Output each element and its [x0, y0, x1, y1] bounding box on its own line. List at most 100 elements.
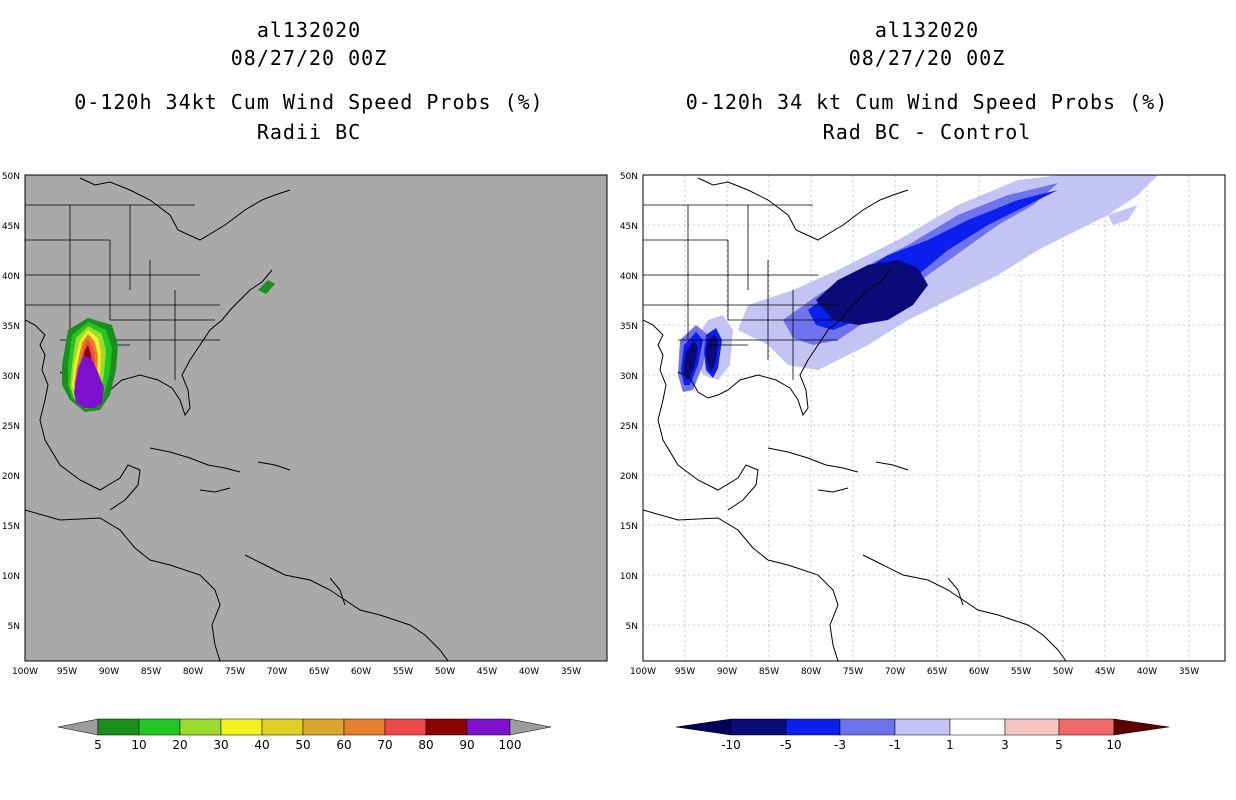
colorbar-label: 100 [499, 738, 522, 752]
right-lat-labels: 50N 45N 40N 35N 30N 25N 20N 15N 10N 5N [620, 172, 638, 632]
lon-label: 90W [717, 667, 737, 677]
lat-label: 35N [2, 322, 20, 332]
lon-label: 100W [12, 667, 38, 677]
colorbar-label: 30 [213, 738, 228, 752]
left-storm-id: al132020 [256, 18, 362, 42]
lat-label: 50N [620, 172, 638, 182]
lon-label: 40W [519, 667, 539, 677]
lon-label: 50W [1053, 667, 1073, 677]
colorbar-label: 60 [336, 738, 351, 752]
lat-label: 10N [2, 572, 20, 582]
colorbar-label: 40 [254, 738, 269, 752]
right-colorbar [675, 718, 1170, 736]
right-colorbar-swatch [730, 718, 787, 736]
lon-label: 45W [1095, 667, 1115, 677]
lat-label: 30N [2, 372, 20, 382]
lat-label: 45N [2, 222, 20, 232]
colorbar-label: 5 [1055, 738, 1063, 752]
right-colorbar-labels: -10 -5 -3 -1 1 3 5 10 [721, 738, 1121, 752]
right-title: 0-120h 34 kt Cum Wind Speed Probs (%) [685, 90, 1169, 114]
left-colorbar-swatch [343, 718, 386, 736]
left-colorbar-swatch [466, 718, 511, 736]
lon-label: 95W [675, 667, 695, 677]
left-colorbar-swatch [97, 718, 140, 736]
lon-label: 35W [1179, 667, 1199, 677]
colorbar-label: 10 [131, 738, 146, 752]
right-panel: al132020 08/27/20 00Z 0-120h 34 kt Cum W… [618, 0, 1236, 800]
right-subtitle: Rad BC - Control [822, 120, 1032, 144]
lon-label: 70W [885, 667, 905, 677]
lon-label: 85W [759, 667, 779, 677]
left-colorbar-swatch [138, 718, 181, 736]
right-coastlines [643, 177, 1067, 661]
left-colorbar-high-end [509, 718, 552, 736]
lon-label: 75W [843, 667, 863, 677]
left-colorbar-swatch [302, 718, 345, 736]
lon-label: 60W [969, 667, 989, 677]
colorbar-label: -5 [780, 738, 792, 752]
left-colorbar-labels: 5 10 20 30 40 50 60 70 80 90 100 [94, 738, 521, 752]
left-colorbar-swatch [384, 718, 427, 736]
lon-label: 55W [1011, 667, 1031, 677]
lat-label: 25N [2, 422, 20, 432]
colorbar-label: 70 [377, 738, 392, 752]
colorbar-label: 3 [1001, 738, 1009, 752]
left-map-frame [24, 174, 608, 662]
right-map: 50N 45N 40N 35N 30N 25N 20N 15N 10N 5N 1… [620, 172, 1226, 752]
lat-label: 30N [620, 372, 638, 382]
lon-label: 40W [1137, 667, 1157, 677]
colorbar-label: -3 [834, 738, 846, 752]
right-borders [643, 204, 838, 380]
lat-label: 20N [620, 472, 638, 482]
right-lon-labels: 100W 95W 90W 85W 80W 75W 70W 65W 60W 55W… [630, 667, 1199, 677]
left-panel: al132020 08/27/20 00Z 0-120h 34kt Cum Wi… [2, 18, 608, 752]
left-map: 50N 45N 40N 35N 30N 25N 20N 15N 10N 5N 1… [2, 172, 608, 752]
lat-label: 25N [620, 422, 638, 432]
left-borders [25, 204, 220, 380]
right-colorbar-swatch [839, 718, 896, 736]
lon-label: 75W [225, 667, 245, 677]
lat-label: 15N [2, 522, 20, 532]
left-colorbar-swatch [425, 718, 468, 736]
right-colorbar-high-end [1113, 718, 1170, 736]
left-datetime: 08/27/20 00Z [230, 46, 388, 70]
lat-label: 5N [626, 622, 638, 632]
right-colorbar-low-end [675, 718, 732, 736]
lon-label: 95W [57, 667, 77, 677]
right-colorbar-swatch [785, 718, 841, 736]
right-colorbar-swatch [1004, 718, 1060, 736]
left-subtitle: Radii BC [256, 120, 362, 144]
lon-label: 50W [435, 667, 455, 677]
lat-label: 50N [2, 172, 20, 182]
lat-label: 15N [620, 522, 638, 532]
lon-label: 65W [309, 667, 329, 677]
lat-label: 35N [620, 322, 638, 332]
lon-label: 45W [477, 667, 497, 677]
colorbar-label: 20 [172, 738, 187, 752]
lon-label: 80W [801, 667, 821, 677]
left-colorbar-swatch [179, 718, 222, 736]
lon-label: 55W [393, 667, 413, 677]
lon-label: 100W [630, 667, 656, 677]
colorbar-label: 5 [94, 738, 102, 752]
left-colorbar [57, 718, 552, 736]
left-colorbar-swatch [261, 718, 304, 736]
colorbar-label: -1 [889, 738, 901, 752]
colorbar-label: -10 [721, 738, 741, 752]
left-ocean [25, 175, 607, 661]
lon-label: 90W [99, 667, 119, 677]
colorbar-label: 10 [1106, 738, 1121, 752]
left-colorbar-swatch [220, 718, 263, 736]
right-storm-id: al132020 [874, 18, 980, 42]
left-colorbar-low-end [57, 718, 99, 736]
lon-label: 65W [927, 667, 947, 677]
lon-label: 80W [183, 667, 203, 677]
left-lat-labels: 50N 45N 40N 35N 30N 25N 20N 15N 10N 5N [2, 172, 20, 632]
right-datetime: 08/27/20 00Z [848, 46, 1006, 70]
left-lon-labels: 100W 95W 90W 85W 80W 75W 70W 65W 60W 55W… [12, 667, 581, 677]
colorbar-label: 1 [946, 738, 954, 752]
right-colorbar-swatch [1058, 718, 1115, 736]
lat-label: 45N [620, 222, 638, 232]
left-prob-contours [62, 280, 275, 412]
lat-label: 20N [2, 472, 20, 482]
